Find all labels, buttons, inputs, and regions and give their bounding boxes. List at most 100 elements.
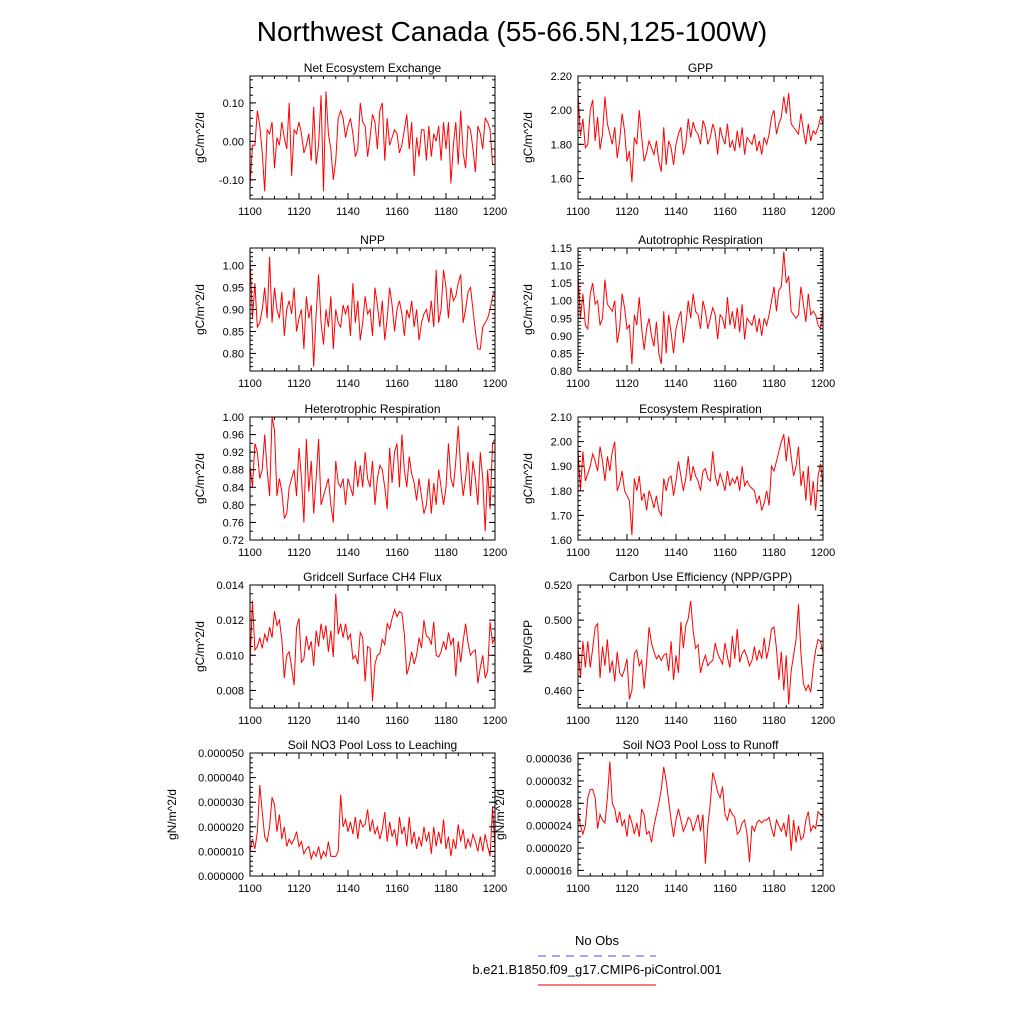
chart-panel-3: 1100 1120 1140 1160 1180 1200 0.80 0.85 0.90 0.95… (521, 233, 835, 390)
y-tick-label: 0.10 (223, 98, 244, 110)
y-tick-label: 0.460 (544, 685, 572, 697)
y-tick-label: 0.95 (223, 283, 244, 295)
series-line (578, 434, 823, 536)
y-tick-label: 0.92 (223, 447, 244, 459)
chart-panel-1: 1100 1120 1140 1160 1180 1200 1.60 1.80 2.00 2.20… (521, 61, 835, 218)
x-tick-label: 1180 (434, 883, 458, 895)
legend-label-no-obs: No Obs (575, 933, 620, 948)
x-tick-label: 1120 (287, 547, 311, 559)
x-tick-label: 1120 (287, 378, 311, 390)
series-line (250, 256, 495, 367)
x-tick-label: 1120 (615, 206, 639, 218)
x-tick-label: 1140 (336, 547, 360, 559)
y-tick-label: 0.000036 (526, 754, 572, 766)
y-tick-label: 1.80 (551, 486, 572, 498)
y-tick-label: 0.010 (216, 650, 244, 662)
series-line (578, 600, 823, 705)
y-tick-label: 0.000016 (526, 865, 572, 877)
chart-panel-6: 1100 1120 1140 1160 1180 1200 0.008 0.010 0.012 0… (193, 570, 507, 727)
y-tick-label: 1.60 (551, 535, 572, 547)
panel-title: Soil NO3 Pool Loss to Leaching (288, 738, 457, 752)
x-tick-label: 1160 (385, 206, 409, 218)
x-tick-label: 1100 (566, 378, 590, 390)
x-tick-label: 1200 (811, 883, 835, 895)
x-tick-label: 1160 (385, 883, 409, 895)
chart-panel-2: 1100 1120 1140 1160 1180 1200 0.80 0.85 0.90 0.95… (193, 233, 507, 390)
panel-title: Ecosystem Respiration (639, 402, 762, 416)
panel-title: Heterotrophic Respiration (304, 402, 440, 416)
x-tick-label: 1160 (385, 715, 409, 727)
y-axis-label: NPP/GPP (521, 620, 535, 673)
x-tick-label: 1100 (238, 715, 262, 727)
plot-frame (249, 752, 496, 877)
x-tick-label: 1120 (615, 378, 639, 390)
series-line (578, 93, 823, 182)
x-tick-label: 1120 (615, 715, 639, 727)
x-tick-label: 1160 (385, 378, 409, 390)
panel-title: Carbon Use Efficiency (NPP/GPP) (609, 570, 792, 584)
panel-title: Soil NO3 Pool Loss to Runoff (623, 738, 780, 752)
y-tick-label: 0.000032 (526, 776, 572, 788)
y-axis-label: gC/m^2/d (193, 284, 207, 335)
series-line (250, 91, 494, 192)
series-line (578, 251, 823, 365)
x-tick-label: 1180 (434, 206, 458, 218)
x-tick-label: 1140 (664, 206, 688, 218)
x-tick-label: 1200 (483, 883, 507, 895)
x-tick-label: 1100 (238, 547, 262, 559)
y-axis-label: gC/m^2/d (521, 453, 535, 504)
chart-panels: 1100 1120 1140 1160 1180 1200 -0.10 0.00 0.10 Net… (165, 61, 835, 895)
chart-panel-9: 1100 1120 1140 1160 1180 1200 0.000016 0.000020… (493, 738, 835, 895)
y-tick-label: 0.85 (551, 348, 572, 360)
x-tick-label: 1100 (566, 206, 590, 218)
chart-panel-0: 1100 1120 1140 1160 1180 1200 -0.10 0.00 0.10 Net… (193, 61, 507, 218)
x-tick-label: 1160 (713, 378, 737, 390)
x-tick-label: 1160 (713, 547, 737, 559)
plot-frame (577, 752, 824, 877)
y-tick-label: 0.00 (223, 136, 244, 148)
y-tick-label: 0.000030 (198, 797, 244, 809)
y-tick-label: 0.008 (216, 685, 244, 697)
y-tick-label: 0.000028 (526, 798, 572, 810)
y-tick-label: 0.95 (551, 313, 572, 325)
y-tick-label: 1.15 (551, 243, 572, 255)
y-tick-label: 0.96 (223, 430, 244, 442)
x-tick-label: 1160 (713, 715, 737, 727)
x-tick-label: 1180 (434, 378, 458, 390)
x-tick-label: 1180 (762, 378, 786, 390)
y-tick-label: 1.10 (551, 261, 572, 273)
x-tick-label: 1180 (762, 715, 786, 727)
series-line (578, 761, 823, 864)
panel-title: GPP (688, 61, 713, 75)
x-tick-label: 1120 (287, 206, 311, 218)
y-tick-label: 0.85 (223, 326, 244, 338)
y-tick-label: 1.90 (551, 461, 572, 473)
x-tick-label: 1100 (238, 206, 262, 218)
x-tick-label: 1200 (811, 378, 835, 390)
x-tick-label: 1140 (664, 715, 688, 727)
y-tick-label: 1.00 (223, 412, 244, 424)
y-tick-label: 0.000040 (198, 773, 244, 785)
y-tick-label: 0.80 (551, 366, 572, 378)
y-tick-label: 0.000020 (198, 822, 244, 834)
x-tick-label: 1140 (336, 378, 360, 390)
figure-title: Northwest Canada (55-66.5N,125-100W) (257, 16, 767, 47)
legend-label-model-run: b.e21.B1850.f09_g17.CMIP6-piControl.001 (472, 962, 721, 977)
y-axis-label: gC/m^2/d (521, 112, 535, 163)
plot-frame (577, 247, 824, 372)
chart-panel-4: 1100 1120 1140 1160 1180 1200 0.72 0.76 0.80 0.84… (193, 402, 507, 559)
y-tick-label: 1.00 (223, 261, 244, 273)
y-tick-label: 2.00 (551, 437, 572, 449)
x-tick-label: 1200 (811, 547, 835, 559)
plot-frame (249, 416, 496, 541)
chart-panel-5: 1100 1120 1140 1160 1180 1200 1.60 1.70 1.80 1.90… (521, 402, 835, 559)
y-tick-label: 0.000000 (198, 871, 244, 883)
y-axis-label: gC/m^2/d (193, 621, 207, 672)
plot-frame (577, 584, 824, 709)
y-axis-label: gC/m^2/d (521, 284, 535, 335)
series-line (250, 784, 495, 861)
series-line (250, 593, 495, 702)
y-tick-label: 2.10 (551, 412, 572, 424)
x-tick-label: 1140 (664, 547, 688, 559)
